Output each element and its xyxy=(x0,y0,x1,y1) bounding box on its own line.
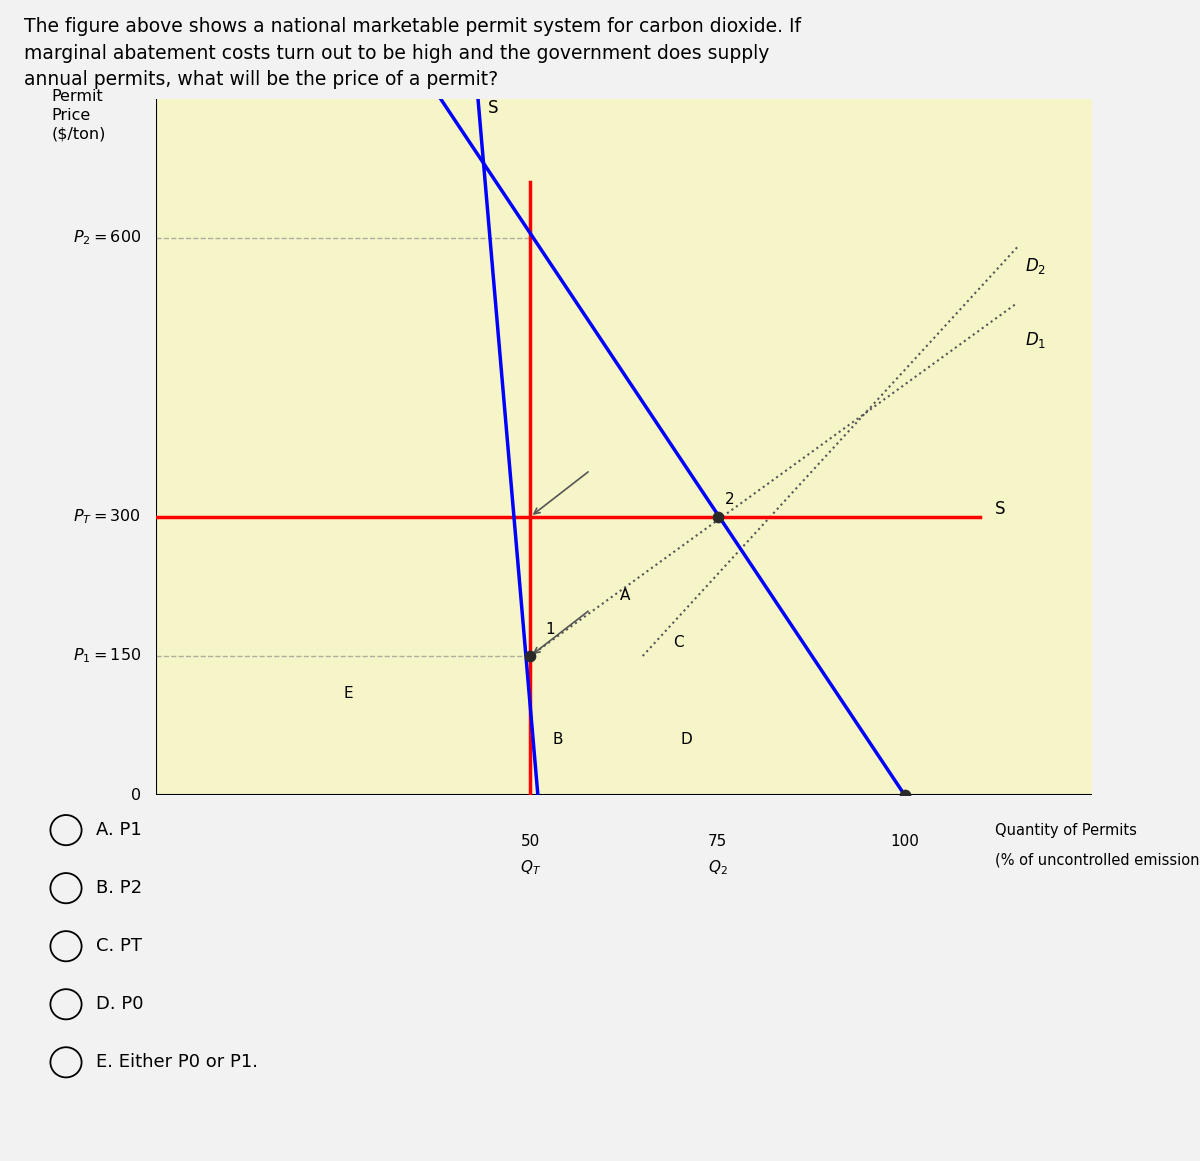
Text: $D_1$: $D_1$ xyxy=(1025,330,1045,351)
Text: $P_T = 300$: $P_T = 300$ xyxy=(73,507,142,526)
Text: Quantity of Permits: Quantity of Permits xyxy=(995,823,1136,838)
Text: 75: 75 xyxy=(708,835,727,850)
Text: $P_1 = 150$: $P_1 = 150$ xyxy=(73,647,142,665)
Text: 2: 2 xyxy=(725,492,734,507)
Text: $Q_2$: $Q_2$ xyxy=(708,858,727,878)
Text: S: S xyxy=(995,500,1006,518)
Text: D: D xyxy=(680,733,692,747)
Text: B: B xyxy=(553,733,563,747)
Text: The figure above shows a national marketable permit system for carbon dioxide. I: The figure above shows a national market… xyxy=(24,17,802,89)
Text: $Q_T$: $Q_T$ xyxy=(520,858,541,878)
Text: (% of uncontrolled emissions): (% of uncontrolled emissions) xyxy=(995,853,1200,868)
Text: A. P1: A. P1 xyxy=(96,821,142,839)
Text: $D_2$: $D_2$ xyxy=(1025,255,1045,276)
Text: $P_2 = 600$: $P_2 = 600$ xyxy=(73,229,142,247)
Text: C. PT: C. PT xyxy=(96,937,142,956)
Text: 100: 100 xyxy=(890,835,919,850)
Point xyxy=(521,647,540,665)
Text: Permit
Price
($/ton): Permit Price ($/ton) xyxy=(52,89,106,142)
Text: E. Either P0 or P1.: E. Either P0 or P1. xyxy=(96,1053,258,1072)
Text: S: S xyxy=(487,99,498,117)
Text: 50: 50 xyxy=(521,835,540,850)
Text: E: E xyxy=(343,686,353,700)
Text: 1: 1 xyxy=(545,622,556,637)
Text: B. P2: B. P2 xyxy=(96,879,142,897)
Text: D. P0: D. P0 xyxy=(96,995,144,1014)
Text: 0: 0 xyxy=(131,788,142,802)
Point xyxy=(708,507,727,526)
Text: C: C xyxy=(673,635,683,649)
Text: A: A xyxy=(620,589,631,603)
Point xyxy=(895,786,914,805)
